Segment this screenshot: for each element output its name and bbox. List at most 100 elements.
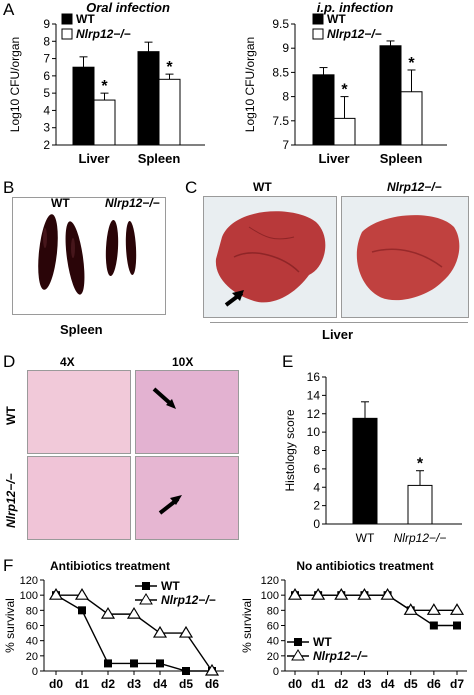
chart-title: Antibiotics treatment [50,559,170,573]
y-tick-label: 60 [267,621,279,633]
bar-ko-liver [93,99,116,146]
y-tick-label: 8 [282,90,289,104]
x-tick-label: d6 [427,677,441,691]
y-tick-label: 0 [313,517,320,531]
panel-label-a: A [3,0,15,19]
y-axis-label: % survival [240,598,254,653]
x-tick-label: d0 [288,677,302,691]
y-tick-label: 9 [282,41,289,55]
y-tick-label: 40 [26,636,38,648]
legend-label: Nlrp12−/− [327,27,382,41]
bar-wt [352,417,378,525]
spleen-wt-label: WT [51,196,70,210]
panel-label-b: B [3,178,15,197]
x-tick-label: d5 [179,677,193,691]
spleen-images [38,214,137,295]
histology-ko-10x [135,456,239,540]
y-tick-label: 6 [313,462,320,476]
significance-marker: * [166,59,173,76]
y-tick-label: 2 [313,499,320,513]
x-tick-label: d5 [404,677,418,691]
legend-marker-ko [291,649,305,661]
y-tick-label: 12 [307,407,321,421]
legend-label: WT [313,635,332,649]
legend-swatch-ko [61,28,73,40]
point-ko [48,588,64,600]
y-tick-label: 8 [43,34,50,48]
histology-col-10x: 10X [172,355,194,369]
legend-label: WT [76,12,95,26]
y-tick-label: 120 [261,575,279,587]
chart-survival-antibiotics: Antibiotics treatment 0 20 40 60 80 100 120% su… [3,559,224,691]
panel-label-f: F [3,556,14,575]
chart-title: Oral infection [86,0,170,15]
legend-marker-ko [139,593,153,605]
x-category-label: WT [356,531,375,545]
x-tick-label: d2 [101,677,115,691]
y-axis-label: % survival [3,598,17,653]
bar-ko-spleen [400,91,423,146]
y-tick-label: 100 [261,590,279,602]
histology-wt-10x [135,370,239,454]
liver-ko-label: Nlrp12−/− [387,180,442,194]
chart-title: i.p. infection [317,0,394,15]
x-tick-label: d6 [205,677,219,691]
y-tick-label: 14 [307,388,321,402]
chart-survival-no-antibiotics: No antibiotics treatment 0 20 40 60 80 100 120%… [240,559,467,691]
y-tick-label: 6 [43,69,50,83]
y-tick-label: 80 [26,605,38,617]
panel-label-e: E [282,352,294,371]
y-tick-label: 8 [313,444,320,458]
point-wt [130,659,138,668]
chart-histology-score: 0 2 4 6 8 10 12 14 16 Histology score WT * Nlrp12−/− [283,370,462,545]
point-ko [152,625,168,638]
bar-wt-spleen [137,51,160,146]
histology-ko-10x-arrow [158,495,182,515]
point-ko [287,588,303,600]
legend-label: WT [327,12,346,26]
legend-label: WT [161,579,180,593]
liver-divider [210,322,468,323]
bar-ko [407,484,433,525]
legend-swatch-wt [312,13,324,25]
y-tick-label: 7 [43,52,50,66]
legend-marker-wt [294,638,302,646]
y-axis-label: Log10 CFU/organ [243,37,257,132]
liver-wt-photo [203,196,337,318]
x-tick-label: d1 [311,677,325,691]
y-tick-label: 3 [43,121,50,135]
point-wt [78,606,86,615]
histology-wt-4x [27,370,131,454]
point-ko [178,625,194,638]
liver-caption: Liver [322,327,354,342]
x-tick-label: d1 [75,677,89,691]
bar-wt-spleen [379,45,402,146]
y-tick-label: 4 [43,103,50,117]
point-ko [100,606,116,619]
point-ko [74,588,90,600]
histology-row-ko: Nlrp12−/− [4,473,18,528]
point-ko [426,603,441,615]
y-tick-label: 5 [43,86,50,100]
point-ko [311,588,326,600]
y-tick-label: 60 [26,621,38,633]
y-tick-label: 20 [26,651,38,663]
x-tick-label: d0 [49,677,63,691]
panel-label-d: D [3,352,16,371]
panel-label-c: C [185,178,198,197]
legend-label: Nlrp12−/− [313,649,368,663]
point-wt [182,667,190,675]
y-tick-label: 100 [20,590,38,602]
y-tick-label: 80 [267,605,279,617]
point-wt [453,621,461,630]
chart-ip-infection: i.p. infection 7 7.5 8 8.5 9 9.5 Log10 CFU/orga… [243,0,447,166]
spleen-caption: Spleen [60,322,103,337]
point-ko [449,603,465,615]
histology-col-4x: 4X [60,355,75,369]
y-tick-label: 16 [307,370,321,384]
chart-title: No antibiotics treatment [296,559,433,573]
x-category-label: Liver [78,151,109,166]
legend-label: Nlrp12−/− [161,593,216,607]
y-tick-label: 9.5 [272,17,289,31]
x-category-label: Spleen [138,151,181,166]
